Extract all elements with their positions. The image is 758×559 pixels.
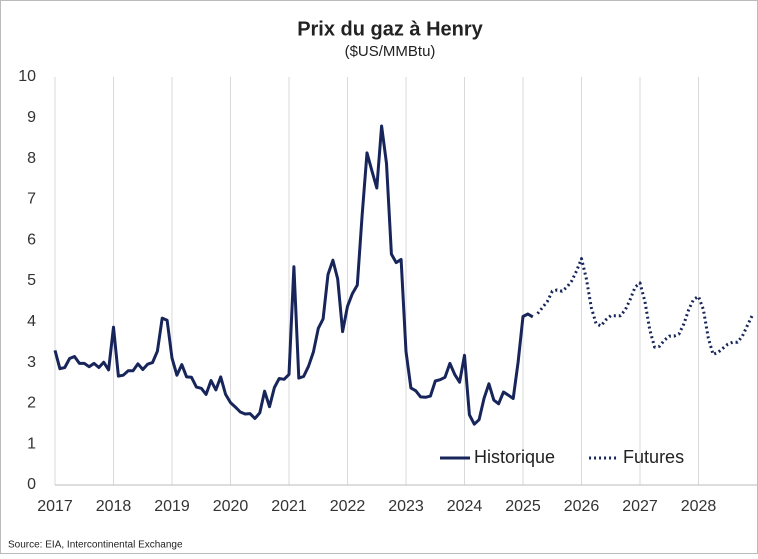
x-tick-label: 2023 — [388, 498, 424, 515]
x-tick-label: 2025 — [505, 498, 541, 515]
x-tick-label: 2028 — [681, 498, 717, 515]
line-series — [53, 124, 534, 426]
y-tick-label: 8 — [27, 150, 36, 167]
y-tick-label: 4 — [27, 313, 36, 330]
legend-label: Historique — [474, 447, 555, 467]
y-tick-label: 2 — [27, 395, 36, 412]
y-tick-label: 0 — [27, 476, 36, 493]
y-tick-label: 1 — [27, 435, 36, 452]
y-tick-label: 10 — [18, 68, 36, 85]
legend-label: Futures — [623, 447, 684, 467]
y-tick-label: 5 — [27, 272, 36, 289]
x-tick-label: 2022 — [330, 498, 366, 515]
y-tick-label: 3 — [27, 354, 36, 371]
y-tick-label: 6 — [27, 231, 36, 248]
x-tick-label: 2018 — [96, 498, 132, 515]
y-tick-label: 7 — [27, 191, 36, 208]
source-note: Source: EIA, Intercontinental Exchange — [8, 540, 183, 551]
x-tick-label: 2021 — [271, 498, 307, 515]
x-tick-label: 2020 — [213, 498, 249, 515]
x-tick-label: 2019 — [154, 498, 190, 515]
x-tick-label: 2027 — [622, 498, 658, 515]
x-tick-label: 2024 — [447, 498, 483, 515]
x-tick-label: 2017 — [37, 498, 73, 515]
y-tick-label: 9 — [27, 109, 36, 126]
x-tick-label: 2026 — [564, 498, 600, 515]
chart-title: Prix du gaz à Henry — [297, 18, 483, 40]
chart-subtitle: ($US/MMBtu) — [345, 43, 436, 60]
